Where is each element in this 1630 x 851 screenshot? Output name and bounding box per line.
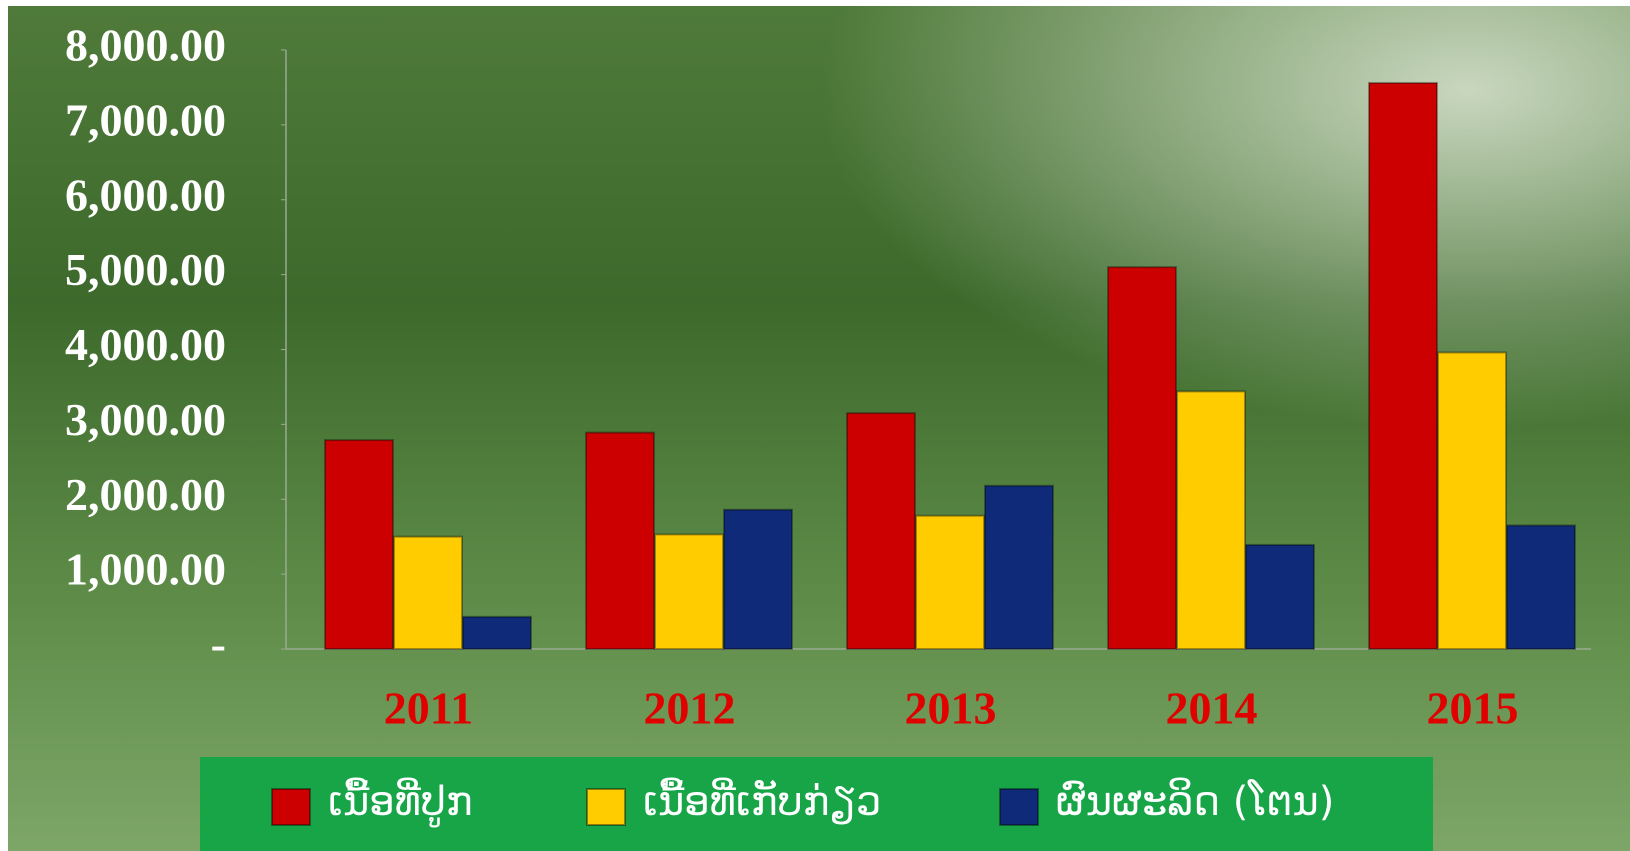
legend-label: ຜົນຜະລິດ (ໂຕນ) xyxy=(1056,777,1334,825)
bar xyxy=(655,534,723,649)
bar xyxy=(325,440,393,649)
chart: - 1,000.00 2,000.00 3,000.00 4,000.00 5,000.0… xyxy=(0,0,1630,851)
bar xyxy=(1246,545,1314,649)
legend-swatch xyxy=(1000,789,1038,825)
bar xyxy=(724,510,792,649)
bar xyxy=(1177,391,1245,649)
page: - 1,000.00 2,000.00 3,000.00 4,000.00 5,000.0… xyxy=(0,0,1630,851)
legend-label: ເນື້ອທີ່ປູກ xyxy=(328,777,473,828)
bar xyxy=(394,537,462,649)
x-tick-label: 2013 xyxy=(905,683,997,734)
bar xyxy=(1438,352,1506,649)
legend-swatch xyxy=(587,789,625,825)
y-tick-label: 4,000.00 xyxy=(65,319,226,370)
legend-label: ເນື້ອທີ່ເກັບກ່ຽວ xyxy=(643,777,881,825)
y-tick-label: 7,000.00 xyxy=(65,94,226,145)
bar xyxy=(1369,83,1437,649)
x-tick-label: 2011 xyxy=(384,683,473,734)
x-tick-label: 2012 xyxy=(644,683,736,734)
legend-swatch xyxy=(272,789,310,825)
y-tick-label: 3,000.00 xyxy=(65,394,226,445)
bar xyxy=(1507,525,1575,649)
bar xyxy=(463,617,531,649)
bar xyxy=(1108,267,1176,649)
x-tick-label: 2015 xyxy=(1427,683,1519,734)
y-tick-label: 8,000.00 xyxy=(65,20,226,71)
y-tick-label: - xyxy=(211,619,226,670)
y-tick-label: 2,000.00 xyxy=(65,469,226,520)
bar xyxy=(916,516,984,649)
bar xyxy=(985,486,1053,649)
bar xyxy=(586,433,654,649)
x-tick-label: 2014 xyxy=(1166,683,1258,734)
bar xyxy=(847,413,915,649)
y-tick-label: 6,000.00 xyxy=(65,169,226,220)
y-tick-label: 1,000.00 xyxy=(65,544,226,595)
y-tick-label: 5,000.00 xyxy=(65,244,226,295)
